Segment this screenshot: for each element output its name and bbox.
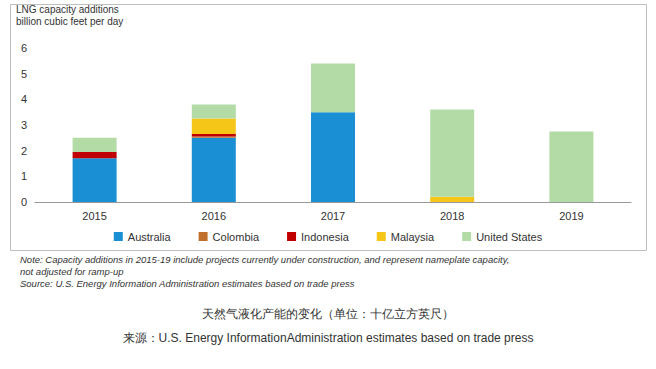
svg-text:Colombia: Colombia xyxy=(213,231,260,243)
svg-text:2016: 2016 xyxy=(202,210,226,222)
svg-text:Indonesia: Indonesia xyxy=(301,231,350,243)
svg-text:billion cubic feet per day: billion cubic feet per day xyxy=(16,16,123,27)
svg-text:1: 1 xyxy=(21,170,27,182)
svg-text:3: 3 xyxy=(21,119,27,131)
svg-text:5: 5 xyxy=(21,68,27,80)
svg-text:2019: 2019 xyxy=(559,210,583,222)
svg-text:Malaysia: Malaysia xyxy=(391,231,435,243)
svg-text:2015: 2015 xyxy=(82,210,106,222)
svg-text:4: 4 xyxy=(21,93,27,105)
svg-text:LNG capacity additions: LNG capacity additions xyxy=(16,4,119,15)
svg-text:天然气液化产能的变化（单位：十亿立方英尺）: 天然气液化产能的变化（单位：十亿立方英尺） xyxy=(202,307,454,321)
svg-text:not adjusted for ramp-up: not adjusted for ramp-up xyxy=(20,266,124,277)
svg-text:0: 0 xyxy=(21,196,27,208)
svg-text:2017: 2017 xyxy=(321,210,345,222)
svg-text:United States: United States xyxy=(476,231,543,243)
svg-text:Note: Capacity additions in 20: Note: Capacity additions in 2015-19 incl… xyxy=(20,254,509,265)
svg-text:2: 2 xyxy=(21,145,27,157)
svg-text:2018: 2018 xyxy=(440,210,464,222)
svg-text:Source: U.S. Energy Informatio: Source: U.S. Energy Information Administ… xyxy=(20,278,355,289)
svg-text:来源：U.S. Energy InformationAdmi: 来源：U.S. Energy InformationAdministration… xyxy=(123,331,534,345)
svg-text:Australia: Australia xyxy=(128,231,172,243)
svg-text:6: 6 xyxy=(21,42,27,54)
